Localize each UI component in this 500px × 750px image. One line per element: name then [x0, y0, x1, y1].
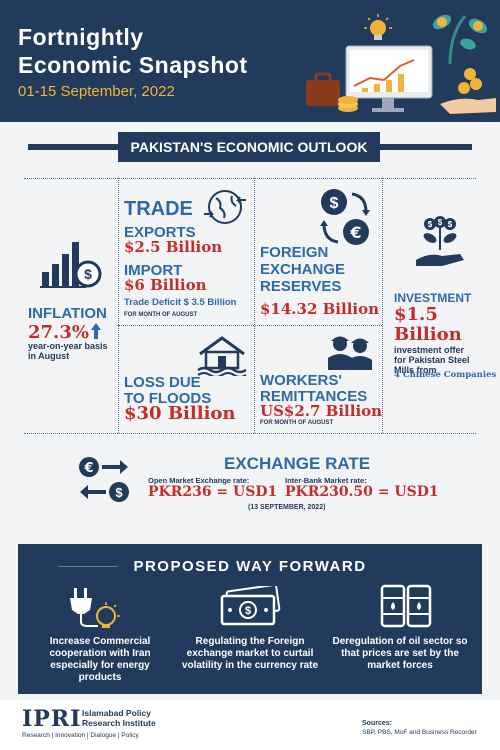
- remittances-period: FOR MONTH OF AUGUST: [260, 420, 334, 426]
- date-range: 01-15 September, 2022: [18, 83, 175, 100]
- grid-divider: [254, 178, 255, 433]
- floods-value: $30 Billion: [124, 403, 236, 424]
- fx-reserves-label-3: RESERVES: [260, 278, 342, 295]
- floods-label-2: TO FLOODS: [124, 390, 212, 407]
- fx-reserves-value: $14.32 Billion: [260, 300, 380, 318]
- title-line-1: Fortnightly: [18, 24, 144, 50]
- money-plant-hand-icon: $ $ $: [416, 216, 464, 266]
- trade-title: TRADE: [124, 198, 193, 220]
- investment-label: INVESTMENT: [394, 291, 472, 305]
- oil-barrels-icon: [380, 584, 432, 628]
- flooded-house-icon: [197, 336, 247, 376]
- svg-text:$: $: [115, 485, 123, 500]
- inflation-note: year-on-year basis in August: [28, 341, 108, 361]
- ipri-logo: IPRI: [22, 706, 82, 732]
- exports-label: EXPORTS: [124, 224, 196, 241]
- open-market-value: PKR236 = USD1: [148, 484, 278, 500]
- inflation-value: 27.3%: [28, 322, 89, 343]
- banknote-icon: $: [220, 586, 281, 626]
- open-market-label: Open Market Exchange rate:: [148, 476, 250, 485]
- investment-value-1: $1.5: [394, 304, 438, 325]
- title-line-2: Economic Snapshot: [18, 52, 248, 78]
- arrow-up-icon: [91, 323, 101, 339]
- outlook-banner: PAKISTAN'S ECONOMIC OUTLOOK: [118, 132, 380, 162]
- grid-divider: [24, 178, 476, 179]
- inflation-label: INFLATION: [28, 305, 107, 322]
- trade-deficit: Trade Deficit $ 3.5 Billion: [124, 297, 237, 308]
- interbank-label: Inter-Bank Market rate:: [285, 476, 367, 485]
- title-rule: [58, 566, 118, 567]
- exports-value: $2.5 Billion: [124, 238, 223, 256]
- investment-source: 4 Chinese Companies: [394, 370, 497, 380]
- investment-note: investment offer for Pakistan Steel Mill…: [394, 345, 470, 375]
- sources-label: Sources:: [362, 720, 392, 727]
- org-name-2: Research Institute: [82, 718, 156, 728]
- plug-bulb-icon: [70, 588, 120, 628]
- remittances-label-2: REMITTANCES: [260, 388, 368, 405]
- org-tagline: Research | Innovation | Dialogue | Polic…: [22, 732, 139, 739]
- svg-text:$: $: [330, 195, 339, 212]
- way-forward-panel: PROPOSED WAY FORWARD Increase Commercial…: [18, 544, 482, 694]
- import-label: IMPORT: [124, 262, 183, 279]
- exchange-rate-title: EXCHANGE RATE: [224, 454, 371, 473]
- way-forward-item-3: Deregulation of oil sector so that price…: [332, 636, 468, 671]
- header-illustration-icon: [306, 14, 496, 114]
- grid-divider: [24, 433, 476, 434]
- sources-text: SBP, PBS, MoF and Business Recorder: [362, 729, 477, 736]
- way-forward-item-2: Regulating the Foreign exchange market t…: [181, 636, 319, 671]
- svg-text:$: $: [448, 220, 453, 229]
- exchange-rate-date: (13 SEPTEMBER, 2022): [248, 504, 326, 511]
- remittances-label-1: WORKERS': [260, 372, 342, 389]
- svg-text:$: $: [428, 220, 433, 229]
- investment-value-2: Billion: [394, 324, 462, 345]
- fx-reserves-label-1: FOREIGN: [260, 244, 329, 261]
- header-banner: Fortnightly Economic Snapshot 01-15 Sept…: [0, 0, 500, 122]
- floods-label-1: LOSS DUE: [124, 374, 201, 391]
- way-forward-item-1: Increase Commercial cooperation with Ira…: [49, 636, 151, 683]
- svg-text:$: $: [438, 218, 443, 227]
- svg-text:€: €: [349, 223, 361, 242]
- bar-chart-coin-icon: $: [40, 242, 102, 288]
- grid-divider: [118, 325, 382, 326]
- org-name-1: Islamabad Policy: [82, 708, 151, 718]
- remittances-value: US$2.7 Billion: [260, 402, 383, 420]
- currency-exchange-icon: $ €: [320, 189, 370, 245]
- workers-icon: [328, 336, 372, 370]
- banner-rule-right: [380, 144, 472, 150]
- svg-text:$: $: [245, 605, 251, 617]
- way-forward-title: PROPOSED WAY FORWARD: [133, 558, 367, 575]
- grid-divider: [382, 178, 383, 433]
- globe-trade-icon: [204, 190, 246, 224]
- interbank-value: PKR230.50 = USD1: [285, 484, 439, 500]
- banner-rule-left: [28, 144, 118, 150]
- footer: IPRI Islamabad Policy Research Institute…: [0, 700, 500, 750]
- svg-text:$: $: [84, 266, 92, 282]
- fx-reserves-label-2: EXCHANGE: [260, 261, 346, 278]
- svg-text:€: €: [83, 461, 93, 476]
- grid-divider: [118, 178, 119, 433]
- trade-period: FOR MONTH OF AUGUST: [124, 312, 198, 318]
- import-value: $6 Billion: [124, 276, 207, 294]
- exchange-arrows-icon: € $: [79, 457, 129, 502]
